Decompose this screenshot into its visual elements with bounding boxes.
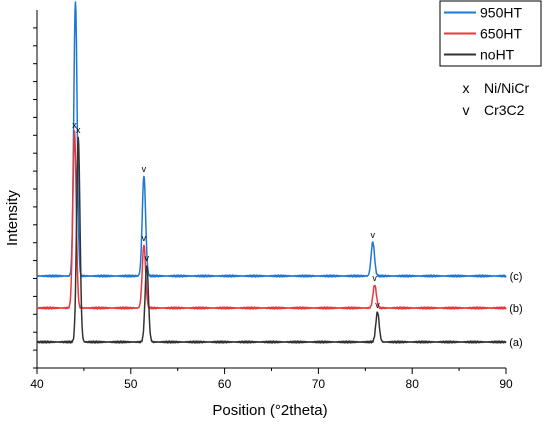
- peak-marker: x: [76, 125, 81, 135]
- peak-marker: v: [371, 230, 376, 240]
- series-line-650HT: [36, 130, 507, 310]
- y-axis-title: Intensity: [4, 190, 21, 246]
- peak-marker: v: [144, 253, 149, 263]
- peak-marker: v: [375, 300, 380, 310]
- annotation-symbol: v: [463, 102, 470, 118]
- x-tick-label: 40: [30, 377, 44, 391]
- x-tick-label: 60: [218, 377, 232, 391]
- x-tick-label: 80: [406, 377, 420, 391]
- annotation-label: Ni/NiCr: [484, 80, 529, 96]
- trace-label: (c): [510, 271, 523, 283]
- trace-label: (a): [509, 337, 522, 349]
- annotation-key: x Ni/NiCr v Cr3C2: [463, 80, 530, 118]
- legend-label: 950HT: [480, 5, 522, 21]
- peak-marker: v: [372, 273, 377, 283]
- plot-frame: [36, 10, 506, 369]
- x-tick-label: 50: [124, 377, 138, 391]
- labels-layer: xvv(c)xvv(b)xvv(a): [72, 120, 523, 349]
- annotation-label: Cr3C2: [484, 102, 525, 118]
- x-tick-label: 90: [499, 377, 513, 391]
- legend-label: noHT: [480, 47, 515, 63]
- series-layer: [36, 1, 507, 344]
- legend: 950HT 650HT noHT: [439, 0, 542, 67]
- peak-marker: v: [142, 233, 147, 243]
- x-tick-label: 70: [312, 377, 326, 391]
- annotation-symbol: x: [463, 80, 470, 96]
- y-axis-ticks: [33, 27, 37, 369]
- trace-label: (b): [509, 303, 522, 315]
- x-axis-title: Position (°2theta): [212, 402, 327, 419]
- peak-marker: v: [142, 164, 147, 174]
- legend-label: 650HT: [480, 26, 522, 42]
- series-line-noHT: [36, 136, 507, 344]
- x-axis-ticks: 40 50 60 70 80 90: [30, 368, 513, 391]
- peak-marker: x: [72, 120, 77, 130]
- series-line-950HT: [36, 1, 507, 278]
